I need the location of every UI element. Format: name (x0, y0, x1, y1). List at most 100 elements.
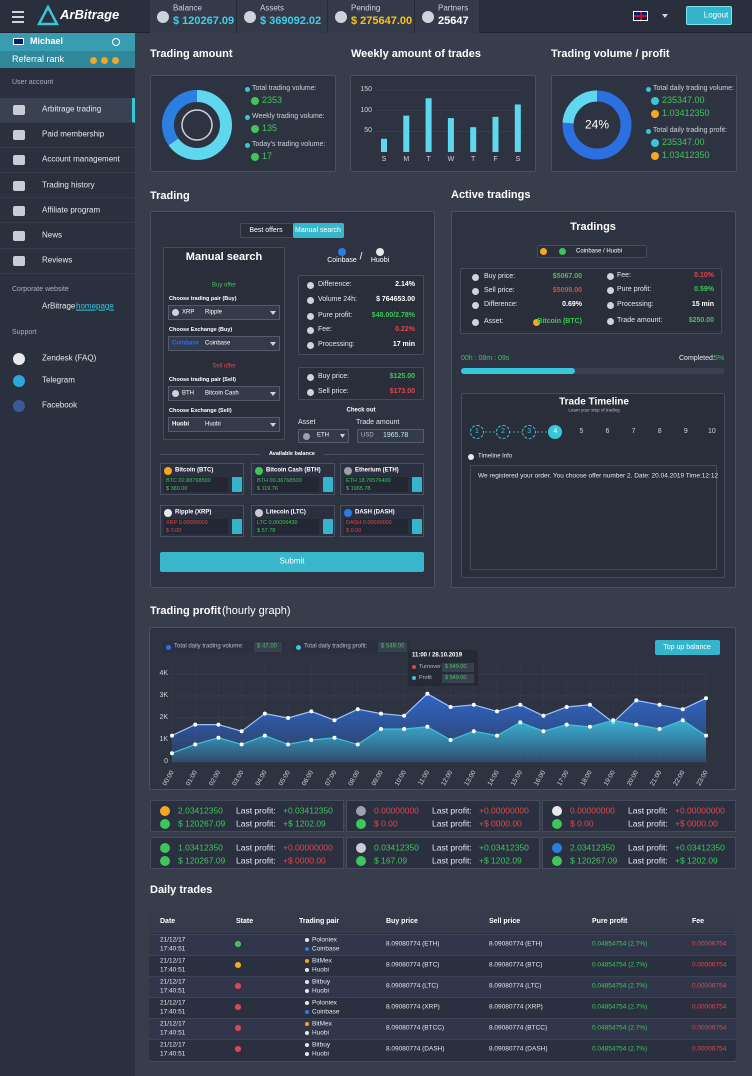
x-tick-label: W (447, 156, 455, 164)
card (551, 75, 737, 172)
stat-value: 17 min (392, 341, 415, 349)
menu-label[interactable]: Trading history (42, 180, 95, 190)
cell-pair: Huobi (312, 1050, 329, 1058)
coin-amount: 1.03412350 (178, 842, 223, 853)
cell-pair: Poloniex (312, 999, 337, 1007)
coin-icon (344, 467, 352, 475)
asset-select[interactable] (298, 429, 349, 443)
usd-icon (552, 819, 562, 829)
section-title: Active tradings (451, 188, 531, 201)
wallet-button[interactable] (412, 477, 422, 492)
state-dot (235, 1046, 241, 1052)
input-value[interactable]: 1965.78 (383, 432, 409, 440)
wallet-button[interactable] (232, 477, 242, 492)
select-value[interactable]: Coinbase (205, 340, 231, 347)
coin-card (542, 837, 736, 869)
x-tick-label: F (493, 156, 498, 164)
user-bar (0, 33, 135, 51)
timeline-step (496, 425, 511, 439)
menu-item[interactable] (0, 198, 135, 224)
coin-card (346, 837, 540, 869)
support-link[interactable]: Telegram (42, 375, 75, 385)
select-value[interactable]: BTH (182, 390, 194, 397)
homepage-link[interactable]: ArBitrage (42, 301, 76, 311)
homepage-link[interactable]: homepage (76, 301, 114, 311)
support-link[interactable]: Facebook (42, 400, 78, 410)
select[interactable] (168, 336, 280, 351)
select-value[interactable]: Coinbase / Huobi (576, 248, 623, 255)
stat-label: Total daily trading volume: (653, 85, 734, 93)
wallet-amount: DASH 0.00000000 (346, 519, 392, 526)
exchange-logo: Huobi (172, 421, 189, 428)
topup-button[interactable] (655, 640, 720, 655)
profit-label: Last profit: (236, 855, 276, 866)
select[interactable] (168, 305, 280, 320)
stat-icon (471, 273, 479, 281)
cell-buy: 8.09080774 (BTC) (386, 961, 440, 969)
x-tick-label: 01:00 (185, 769, 199, 787)
legend-dot (645, 86, 651, 92)
wallet-button[interactable] (412, 519, 422, 534)
wallet-name: DASH (DASH) (355, 509, 395, 516)
profit-label: Last profit: (432, 818, 472, 829)
topup-label[interactable]: Top up balance (663, 644, 711, 652)
point (587, 724, 592, 729)
menu-icon-line (12, 11, 24, 13)
menu-label[interactable]: Reviews (42, 255, 73, 265)
menu-label[interactable]: Affiliate program (42, 205, 101, 215)
logout-label[interactable]: Logout (703, 10, 729, 20)
stat-label: Assets (260, 3, 285, 13)
menu-icon (13, 155, 25, 166)
tab[interactable]: Best offers (249, 227, 283, 235)
wallet-amount: XRP 0.00000000 (166, 519, 208, 526)
select-value[interactable]: ETH (317, 432, 329, 439)
wallet-field (255, 477, 319, 492)
menu-label[interactable]: Account management (42, 154, 120, 164)
menu-item[interactable] (0, 173, 135, 199)
y-tick-label: 0 (164, 758, 168, 766)
language-flag[interactable] (633, 11, 648, 21)
select[interactable] (168, 417, 280, 432)
point (448, 705, 453, 709)
coin-profit-usd: +$ 1202.09 (283, 818, 326, 829)
select-value[interactable]: Ripple (205, 309, 223, 316)
wallet-button[interactable] (323, 477, 333, 492)
tab-active[interactable] (293, 223, 344, 238)
timeline-step-label: 3 (527, 428, 532, 436)
donut-label: 24% (584, 117, 610, 132)
select[interactable] (168, 386, 280, 401)
profit-label: Last profit: (432, 805, 472, 816)
menu-label[interactable]: Paid membership (42, 129, 105, 139)
menu-label[interactable]: Arbitrage trading (42, 104, 102, 114)
wallet-button[interactable] (232, 519, 242, 534)
stat-label: Difference: (484, 301, 518, 309)
panel-heading: Manual search (185, 250, 263, 263)
user-name[interactable]: Michael (30, 36, 64, 47)
menu-item[interactable] (0, 123, 135, 148)
logout-button[interactable] (686, 6, 732, 25)
wallet-name: Bitcoin (BTC) (175, 467, 214, 474)
point (657, 702, 662, 707)
menu-item[interactable] (0, 224, 135, 249)
amount-input[interactable] (357, 429, 424, 443)
select-value[interactable]: XRP (182, 309, 195, 316)
support-link[interactable]: Zendesk (FAQ) (42, 353, 97, 363)
cell-sell: 8.09080774 (BTC) (489, 961, 543, 969)
tooltip-value-bg (442, 673, 474, 683)
menu-item[interactable] (0, 249, 135, 274)
menu-label[interactable]: News (42, 230, 63, 240)
select-value[interactable]: Huobi (205, 421, 221, 428)
submit-button[interactable] (160, 552, 424, 572)
point (425, 691, 430, 696)
wallet-usd: $ 57.78 (257, 527, 276, 534)
wallet-button[interactable] (323, 519, 333, 534)
wallet-usd: $ 1965.78 (346, 485, 371, 492)
menu-item[interactable] (0, 148, 135, 173)
select-value[interactable]: Bitcoin Cash (205, 390, 239, 397)
tab[interactable]: Manual search (295, 227, 341, 235)
submit-label[interactable]: Submit (279, 556, 305, 566)
point (471, 729, 476, 734)
menu-icon (13, 130, 25, 141)
stat-value: $ 275647.00 (351, 14, 413, 27)
